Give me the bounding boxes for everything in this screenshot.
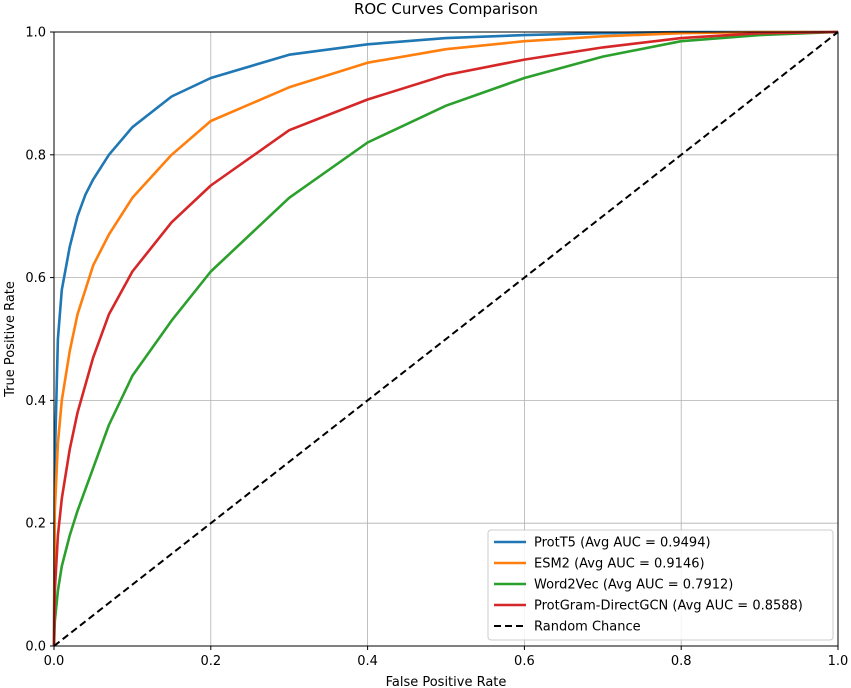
x-axis-ticks: 0.0 0.2 0.4 0.6 0.8 1.0 [44, 646, 849, 669]
y-axis-ticks: 0.0 0.2 0.4 0.6 0.8 1.0 [25, 26, 54, 655]
y-tick-label: 0.0 [25, 640, 46, 655]
series-line-3 [52, 30, 839, 647]
series-lines [52, 30, 839, 647]
series-line-0 [52, 30, 838, 647]
x-tick-label: 0.8 [671, 654, 692, 669]
chart-title: ROC Curves Comparison [354, 0, 538, 18]
series-line-2 [52, 30, 839, 647]
x-tick-label: 0.6 [514, 654, 535, 669]
y-tick-label: 0.4 [25, 394, 46, 409]
y-axis-label: True Positive Rate [3, 281, 18, 398]
legend-label: Word2Vec (Avg AUC = 0.7912) [534, 578, 733, 593]
series-line-4 [53, 31, 839, 647]
y-tick-label: 0.2 [25, 517, 46, 532]
x-axis-label: False Positive Rate [386, 675, 507, 688]
y-tick-label: 0.8 [25, 148, 46, 163]
legend: ProtT5 (Avg AUC = 0.9494) ESM2 (Avg AUC =… [487, 529, 834, 641]
legend-label: ESM2 (Avg AUC = 0.9146) [534, 557, 705, 572]
x-tick-label: 0.0 [44, 654, 65, 669]
x-tick-label: 1.0 [828, 654, 849, 669]
y-tick-label: 1.0 [25, 26, 46, 41]
x-tick-label: 0.4 [357, 654, 378, 669]
series-line-1 [52, 30, 838, 647]
legend-label: ProtT5 (Avg AUC = 0.9494) [534, 536, 711, 551]
x-tick-label: 0.2 [200, 654, 221, 669]
legend-label: Random Chance [534, 620, 641, 635]
y-tick-label: 0.6 [25, 271, 46, 286]
legend-label: ProtGram-DirectGCN (Avg AUC = 0.8588) [534, 599, 803, 614]
legend-box [487, 529, 834, 641]
plot-frame [53, 31, 839, 647]
